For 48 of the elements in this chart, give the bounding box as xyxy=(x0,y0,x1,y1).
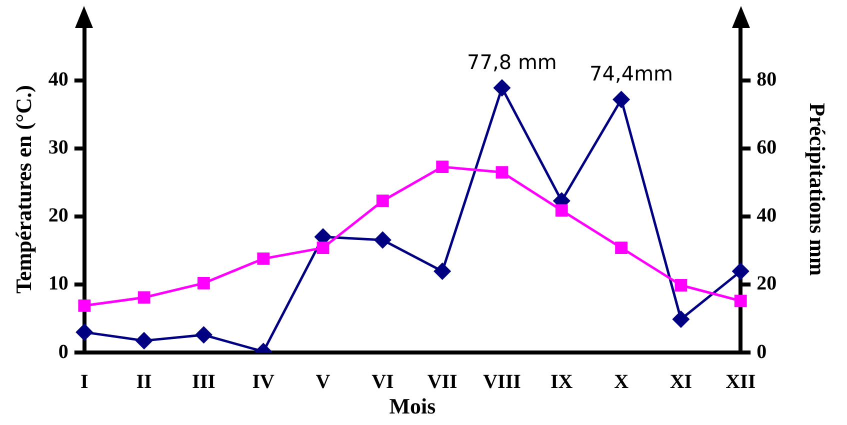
point xyxy=(257,252,270,265)
point xyxy=(732,263,749,280)
point xyxy=(613,91,630,108)
point xyxy=(494,80,510,96)
x-tick-label: XI xyxy=(670,370,692,393)
y2-tick-label: 60 xyxy=(756,136,777,159)
x-tick-label: IX xyxy=(550,370,574,393)
point xyxy=(436,160,449,174)
x-tick-label: XII xyxy=(726,370,756,393)
point xyxy=(316,242,330,254)
y-tick-label: 0 xyxy=(58,340,68,363)
y2-tick-label: 40 xyxy=(756,204,777,227)
y-tick-label: 40 xyxy=(48,68,68,91)
point xyxy=(496,166,508,178)
point xyxy=(76,324,93,340)
annotation: 77,8 mm xyxy=(467,50,557,74)
x-tick-label: III xyxy=(192,370,216,393)
y-tick-label: 20 xyxy=(48,204,68,227)
x-tick-label: V xyxy=(316,370,331,393)
y-axis-title: Températures en (°C.) xyxy=(10,84,36,294)
x-tick-label: VI xyxy=(372,370,394,393)
x-tick-label: I xyxy=(80,370,88,393)
point xyxy=(376,194,389,208)
y2-axis-title: Précipitations mm xyxy=(805,102,830,276)
x-tick-label: II xyxy=(136,370,152,393)
x-tick-label: IV xyxy=(252,370,276,393)
x-axis-title: Mois xyxy=(389,393,436,418)
point xyxy=(672,311,690,328)
point xyxy=(136,332,152,349)
x-tick-label: X xyxy=(614,370,630,393)
point xyxy=(374,232,391,248)
x-tick-label: VII xyxy=(427,370,458,393)
point xyxy=(734,294,747,308)
point xyxy=(434,263,451,280)
y-tick-label: 10 xyxy=(48,272,68,295)
y2-tick-label: 20 xyxy=(756,272,777,295)
point xyxy=(138,291,150,304)
point xyxy=(78,299,91,312)
point xyxy=(195,326,212,344)
point xyxy=(555,204,568,217)
point xyxy=(674,279,688,292)
point xyxy=(198,277,210,290)
y-tick-label: 30 xyxy=(48,136,68,159)
point xyxy=(615,242,628,254)
y2-tick-label: 0 xyxy=(756,340,767,363)
annotation: 74,4mm xyxy=(590,62,674,86)
x-tick-label: VIII xyxy=(483,370,522,393)
y2-tick-label: 80 xyxy=(756,68,777,91)
